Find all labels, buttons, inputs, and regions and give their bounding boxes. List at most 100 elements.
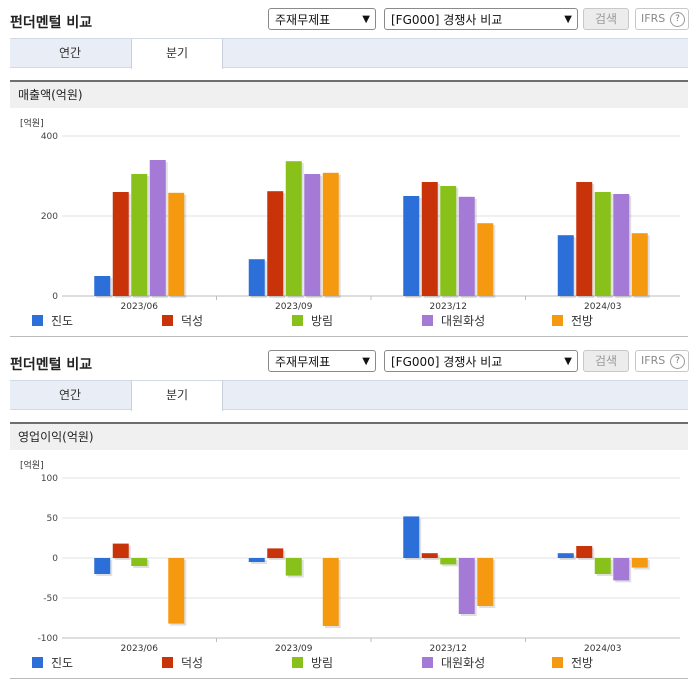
legend-item[interactable]: 전방 bbox=[552, 314, 593, 328]
y-tick-label: -50 bbox=[43, 594, 58, 604]
revenue-chart: [억원] 0 200 400 2023/06 2023/09 2023/12 2024/03 bbox=[20, 117, 680, 310]
legend-label: 대원화성 bbox=[441, 314, 486, 328]
bar-s3-2024-03[interactable] bbox=[613, 558, 630, 581]
bar-s4-2023-12[interactable] bbox=[477, 558, 494, 606]
bar-s4-2023-06[interactable] bbox=[168, 192, 185, 296]
bar-s2-2023-06[interactable] bbox=[131, 174, 148, 296]
bar-s4-2023-12[interactable] bbox=[477, 223, 494, 296]
ifrs-label: IFRS bbox=[641, 12, 666, 25]
y-unit-label: [억원] bbox=[20, 459, 44, 471]
legend-item[interactable]: 방림 bbox=[292, 314, 333, 328]
bar-s4-2023-06[interactable] bbox=[168, 558, 185, 624]
chart-legend: 진도 덕성 방림 대원화성 전방 bbox=[32, 656, 672, 670]
statement-type-value: 주재무제표 bbox=[275, 355, 331, 369]
bar-s0-2024-03[interactable] bbox=[557, 235, 574, 296]
y-tick-label: 0 bbox=[52, 292, 58, 302]
bar-s1-2024-03[interactable] bbox=[576, 546, 593, 558]
operating-profit-panel: 펀더멘털 비교 주재무제표 ▼ [FG000] 경쟁사 비교 ▼ 검색 IFRS… bbox=[0, 342, 696, 684]
chart-title: 매출액(억원) bbox=[10, 80, 688, 108]
bar-s1-2023-06[interactable] bbox=[112, 192, 129, 296]
legend-item[interactable]: 진도 bbox=[32, 314, 73, 328]
x-tick-label: 2023/09 bbox=[275, 302, 313, 310]
help-icon[interactable]: ? bbox=[670, 12, 685, 27]
divider bbox=[10, 678, 688, 679]
legend-item[interactable]: 덕성 bbox=[162, 656, 203, 670]
bar-s1-2023-06[interactable] bbox=[112, 543, 129, 558]
bar-s2-2024-03[interactable] bbox=[594, 192, 611, 296]
chart-title: 영업이익(억원) bbox=[10, 422, 688, 450]
tab-annual[interactable]: 연간 bbox=[58, 388, 82, 402]
bar-s0-2023-12[interactable] bbox=[403, 516, 420, 558]
bar-s1-2024-03[interactable] bbox=[576, 182, 593, 296]
x-tick-label: 2024/03 bbox=[584, 644, 621, 652]
bar-s2-2023-09[interactable] bbox=[285, 161, 302, 296]
ifrs-button[interactable]: IFRS ? bbox=[635, 8, 689, 30]
compare-group-value: [FG000] 경쟁사 비교 bbox=[391, 355, 503, 369]
search-button[interactable]: 검색 bbox=[583, 350, 629, 372]
legend-label: 전방 bbox=[571, 314, 594, 328]
bar-s4-2024-03[interactable] bbox=[631, 558, 648, 568]
bar-s2-2023-12[interactable] bbox=[440, 558, 457, 565]
bar-s3-2023-09[interactable] bbox=[304, 174, 321, 296]
legend-swatch bbox=[552, 315, 563, 326]
bar-s3-2023-12[interactable] bbox=[458, 558, 475, 614]
statement-type-select[interactable]: 주재무제표 ▼ bbox=[268, 8, 376, 30]
compare-group-select[interactable]: [FG000] 경쟁사 비교 ▼ bbox=[384, 8, 578, 30]
bar-s2-2023-12[interactable] bbox=[440, 186, 457, 296]
bar-s1-2023-09[interactable] bbox=[267, 548, 284, 558]
bar-s2-2024-03[interactable] bbox=[594, 558, 611, 574]
tab-quarterly[interactable]: 분기 bbox=[131, 381, 223, 411]
x-tick-label: 2023/06 bbox=[121, 644, 159, 652]
x-tick-label: 2023/12 bbox=[430, 302, 467, 310]
ifrs-button[interactable]: IFRS ? bbox=[635, 350, 689, 372]
bar-s0-2024-03[interactable] bbox=[557, 553, 574, 558]
period-tabs: 연간 분기 bbox=[10, 38, 688, 69]
chevron-down-icon: ▼ bbox=[564, 356, 572, 367]
bar-s3-2023-06[interactable] bbox=[149, 160, 166, 296]
help-icon[interactable]: ? bbox=[670, 354, 685, 369]
bar-s2-2023-06[interactable] bbox=[131, 558, 148, 566]
chevron-down-icon: ▼ bbox=[362, 14, 370, 25]
revenue-panel: 펀더멘털 비교 주재무제표 ▼ [FG000] 경쟁사 비교 ▼ 검색 IFRS… bbox=[10, 8, 689, 337]
bar-s3-2023-12[interactable] bbox=[458, 196, 475, 296]
bar-s4-2023-09[interactable] bbox=[322, 558, 339, 626]
compare-group-select[interactable]: [FG000] 경쟁사 비교 ▼ bbox=[384, 350, 578, 372]
legend-item[interactable]: 덕성 bbox=[162, 314, 203, 328]
legend-label: 방림 bbox=[311, 656, 334, 670]
legend-label: 진도 bbox=[51, 314, 74, 328]
legend-label: 덕성 bbox=[181, 656, 204, 670]
bar-s0-2023-12[interactable] bbox=[403, 196, 420, 296]
chart-legend: 진도 덕성 방림 대원화성 전방 bbox=[32, 314, 672, 328]
tab-quarterly[interactable]: 분기 bbox=[131, 39, 223, 69]
search-button[interactable]: 검색 bbox=[583, 8, 629, 30]
bar-s0-2023-09[interactable] bbox=[248, 259, 265, 296]
tab-annual[interactable]: 연간 bbox=[58, 46, 82, 60]
legend-item[interactable]: 대원화성 bbox=[422, 314, 485, 328]
legend-swatch bbox=[292, 657, 303, 668]
legend-item[interactable]: 전방 bbox=[552, 656, 593, 670]
x-tick-label: 2023/09 bbox=[275, 644, 313, 652]
legend-label: 대원화성 bbox=[441, 656, 486, 670]
statement-type-select[interactable]: 주재무제표 ▼ bbox=[268, 350, 376, 372]
chevron-down-icon: ▼ bbox=[564, 14, 572, 25]
bar-s1-2023-12[interactable] bbox=[421, 553, 438, 558]
legend-item[interactable]: 대원화성 bbox=[422, 656, 485, 670]
bar-s0-2023-06[interactable] bbox=[94, 276, 111, 296]
bar-s1-2023-12[interactable] bbox=[421, 182, 438, 296]
bar-s4-2024-03[interactable] bbox=[631, 233, 648, 296]
panel-title: 펀더멘털 비교 bbox=[10, 357, 93, 373]
x-tick-label: 2023/12 bbox=[430, 644, 467, 652]
bar-s4-2023-09[interactable] bbox=[322, 172, 339, 296]
panel-title: 펀더멘털 비교 bbox=[10, 15, 93, 31]
bar-s2-2023-09[interactable] bbox=[285, 558, 302, 576]
y-tick-label: 400 bbox=[41, 132, 58, 142]
legend-swatch bbox=[292, 315, 303, 326]
bar-s0-2023-09[interactable] bbox=[248, 558, 265, 562]
divider bbox=[10, 336, 688, 337]
legend-item[interactable]: 진도 bbox=[32, 656, 73, 670]
bar-s1-2023-09[interactable] bbox=[267, 191, 284, 296]
legend-item[interactable]: 방림 bbox=[292, 656, 333, 670]
bar-s3-2024-03[interactable] bbox=[613, 194, 630, 296]
x-tick-label: 2024/03 bbox=[584, 302, 621, 310]
bar-s0-2023-06[interactable] bbox=[94, 558, 111, 574]
